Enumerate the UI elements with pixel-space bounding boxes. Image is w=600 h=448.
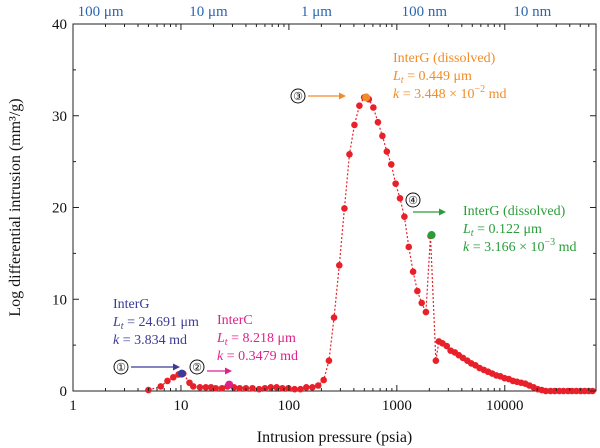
data-point: [387, 161, 395, 168]
marker-number: ③: [293, 91, 303, 103]
arrow-head: [339, 92, 346, 100]
arrow-head: [173, 363, 180, 371]
y-tick-label: 10: [52, 292, 67, 308]
data-point: [279, 384, 286, 392]
y-axis-title: Log differential intrusion (mm³/g): [7, 98, 24, 316]
data-point: [314, 382, 322, 389]
data-point: [330, 314, 338, 321]
data-point: [273, 384, 280, 391]
annotation-line: k = 3.448 × 10−2 md: [393, 84, 507, 102]
highlight-point: [177, 369, 186, 378]
marker-number: ②: [192, 362, 202, 374]
top-axis-label: 10 nm: [513, 4, 551, 20]
arrow-head: [439, 208, 446, 216]
annotation-line: InterG (dissolved): [463, 204, 566, 219]
annotation-line: k = 3.834 md: [113, 333, 187, 348]
data-point: [297, 385, 304, 393]
data-point: [325, 357, 333, 365]
y-tick-label: 20: [52, 201, 67, 217]
annotations: ① InterG Lt = 24.691 μmk = 3.834 md ② InterC…: [112, 51, 577, 375]
data-point: [396, 195, 404, 202]
x-tick-label: 1: [69, 398, 77, 414]
data-point: [212, 384, 220, 392]
data-point: [374, 118, 382, 126]
data-point: [341, 205, 348, 212]
data-point: [309, 384, 316, 391]
annotation-line: Lt = 8.218 μm: [216, 331, 296, 348]
annotation-line: InterG: [113, 297, 150, 312]
axes: 1 10 100 1000 10000 0 10 20 30 40 100 μm 10 μm 1 μm 1…: [7, 4, 597, 446]
annotation-line: k = 3.166 × 10−3 md: [463, 237, 577, 255]
data-point: [346, 150, 353, 158]
marker-number: ①: [116, 362, 126, 374]
highlight-point: [362, 93, 371, 102]
top-axis-label: 10 μm: [189, 4, 228, 20]
arrow-head: [225, 367, 232, 375]
data-point: [255, 385, 263, 393]
y-tick-label: 0: [60, 384, 68, 400]
data-point: [249, 384, 256, 392]
marker-circle: [405, 192, 421, 208]
data-point: [542, 387, 550, 395]
y-tick-label: 40: [52, 17, 67, 33]
data-point: [303, 384, 310, 391]
highlight-point: [427, 231, 436, 240]
data-point: [267, 384, 275, 391]
data-point: [189, 383, 197, 390]
data-point: [379, 132, 386, 140]
top-axis-label: 100 nm: [402, 4, 448, 20]
annotation-line: k = 0.3479 md: [217, 349, 298, 364]
data-point: [370, 104, 377, 111]
x-axis-title: Intrusion pressure (psia): [257, 429, 413, 446]
x-tick-label: 100: [278, 398, 301, 414]
annotation-line: Lt = 0.449 μm: [392, 69, 472, 86]
data-point: [409, 268, 417, 276]
data-point: [291, 385, 298, 393]
marker-circle: [189, 359, 205, 375]
data-point: [383, 148, 391, 155]
top-axis-label: 100 μm: [78, 4, 124, 20]
data-point: [443, 342, 451, 350]
data-point: [351, 121, 358, 129]
data-point: [236, 384, 243, 392]
data-point: [157, 383, 165, 390]
x-tick-label: 10: [173, 398, 188, 414]
data-point: [414, 287, 421, 295]
data-point: [405, 243, 413, 251]
data-point: [418, 299, 426, 307]
top-axis-label: 1 μm: [301, 4, 332, 20]
marker-circle: [290, 88, 306, 104]
x-tick-label: 10000: [486, 398, 524, 414]
annotation-line: Lt = 24.691 μm: [112, 315, 199, 332]
marker-number: ④: [408, 195, 418, 207]
y-tick-label: 30: [52, 109, 67, 125]
data-point: [320, 376, 327, 384]
data-point: [392, 180, 399, 187]
data-point: [401, 213, 408, 220]
x-tick-label: 1000: [382, 398, 412, 414]
annotation-line: InterC: [217, 313, 253, 328]
data-point: [432, 357, 440, 365]
data-point: [170, 373, 177, 381]
data-point: [196, 384, 204, 391]
data-point: [218, 384, 226, 392]
marker-circle: [113, 359, 129, 375]
data-point: [335, 262, 343, 269]
data-point: [164, 377, 171, 385]
highlight-point: [225, 380, 234, 389]
annotation-line: Lt = 0.122 μm: [462, 222, 542, 239]
data-point: [356, 102, 363, 109]
annotation-line: InterG (dissolved): [393, 51, 496, 66]
data-point: [422, 308, 430, 316]
data-point: [202, 384, 210, 391]
